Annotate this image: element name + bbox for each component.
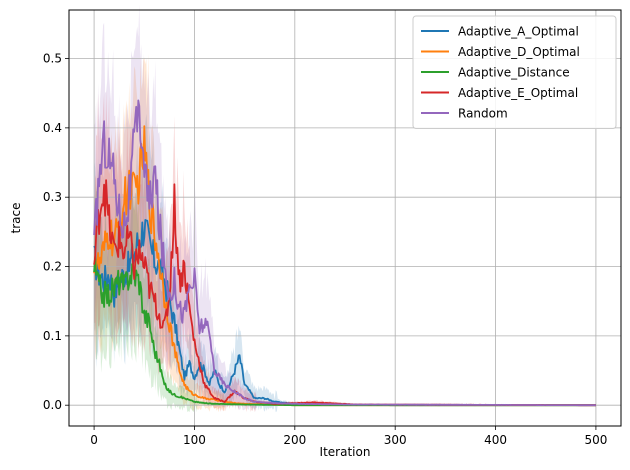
y-tick-label: 0.0 [43,398,62,412]
x-tick-label: 500 [584,433,607,447]
legend-entry: Adaptive_E_Optimal [458,86,578,100]
x-tick-label: 300 [384,433,407,447]
y-axis-ticks: 0.0 0.1 0.2 0.3 0.4 0.5 [43,52,69,412]
legend-frame [412,15,617,129]
x-tick-label: 0 [90,433,98,447]
plot-frame [68,9,622,427]
x-axis-label: Iteration [320,445,371,459]
legend-entry: Adaptive_D_Optimal [458,45,580,59]
x-tick-label: 100 [183,433,206,447]
x-axis-ticks: 0 100 200 300 400 500 [90,426,607,447]
y-tick-label: 0.4 [43,121,62,135]
legend: Adaptive_A_Optimal Adaptive_D_Optimal Adap… [412,15,617,129]
x-tick-label: 200 [283,433,306,447]
y-tick-label: 0.2 [43,260,62,274]
legend-entry: Adaptive_A_Optimal [458,25,579,39]
y-axis-label: trace [9,203,23,234]
y-tick-label: 0.3 [43,190,62,204]
y-tick-label: 0.1 [43,329,62,343]
series-lines [93,99,596,407]
y-tick-label: 0.5 [43,52,62,66]
x-tick-label: 400 [484,433,507,447]
series-band [94,53,596,413]
legend-entry: Adaptive_Distance [458,66,570,80]
series-line [93,99,596,407]
legend-entry: Random [458,107,508,121]
